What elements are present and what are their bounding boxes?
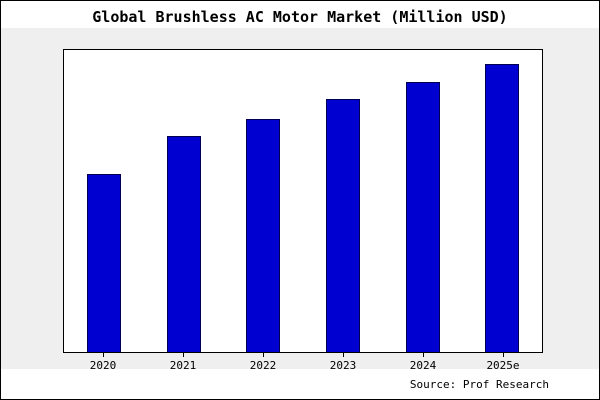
x-tick-label: 2021: [169, 359, 197, 372]
bar-slot: [223, 50, 303, 352]
chart-title: Global Brushless AC Motor Market (Millio…: [92, 8, 508, 26]
x-tick-mark: [422, 353, 424, 357]
bar-2022: [246, 119, 281, 352]
bar-2025e: [485, 64, 520, 352]
bar-2023: [325, 98, 360, 352]
bar-slot: [64, 50, 144, 352]
x-tick-mark: [262, 353, 264, 357]
bar-2024: [405, 81, 440, 352]
x-tick: 2020: [63, 353, 143, 372]
x-tick-mark: [502, 353, 504, 357]
bar-slot: [383, 50, 463, 352]
source-label: Source: Prof Research: [409, 378, 549, 391]
x-tick-mark: [182, 353, 184, 357]
x-tick: 2023: [303, 353, 383, 372]
x-tick-mark: [102, 353, 104, 357]
x-tick: 2021: [143, 353, 223, 372]
x-tick: 2022: [223, 353, 303, 372]
bar-2020: [86, 173, 121, 352]
x-tick-mark: [342, 353, 344, 357]
bar-slot: [462, 50, 542, 352]
x-axis-tick-labels: 2020 2021 2022 2023 2024 2025e: [63, 353, 543, 372]
x-tick-label: 2024: [409, 359, 437, 372]
bar-slot: [303, 50, 383, 352]
x-tick: 2025e: [463, 353, 543, 372]
x-tick-label: 2020: [89, 359, 117, 372]
x-tick-label: 2022: [249, 359, 277, 372]
x-tick: 2024: [383, 353, 463, 372]
bar-2021: [166, 136, 201, 352]
bar-slot: [144, 50, 224, 352]
bars-container: [64, 50, 542, 352]
plot-area: [63, 49, 543, 353]
x-tick-label: 2023: [329, 359, 357, 372]
x-tick-label: 2025e: [486, 359, 520, 372]
